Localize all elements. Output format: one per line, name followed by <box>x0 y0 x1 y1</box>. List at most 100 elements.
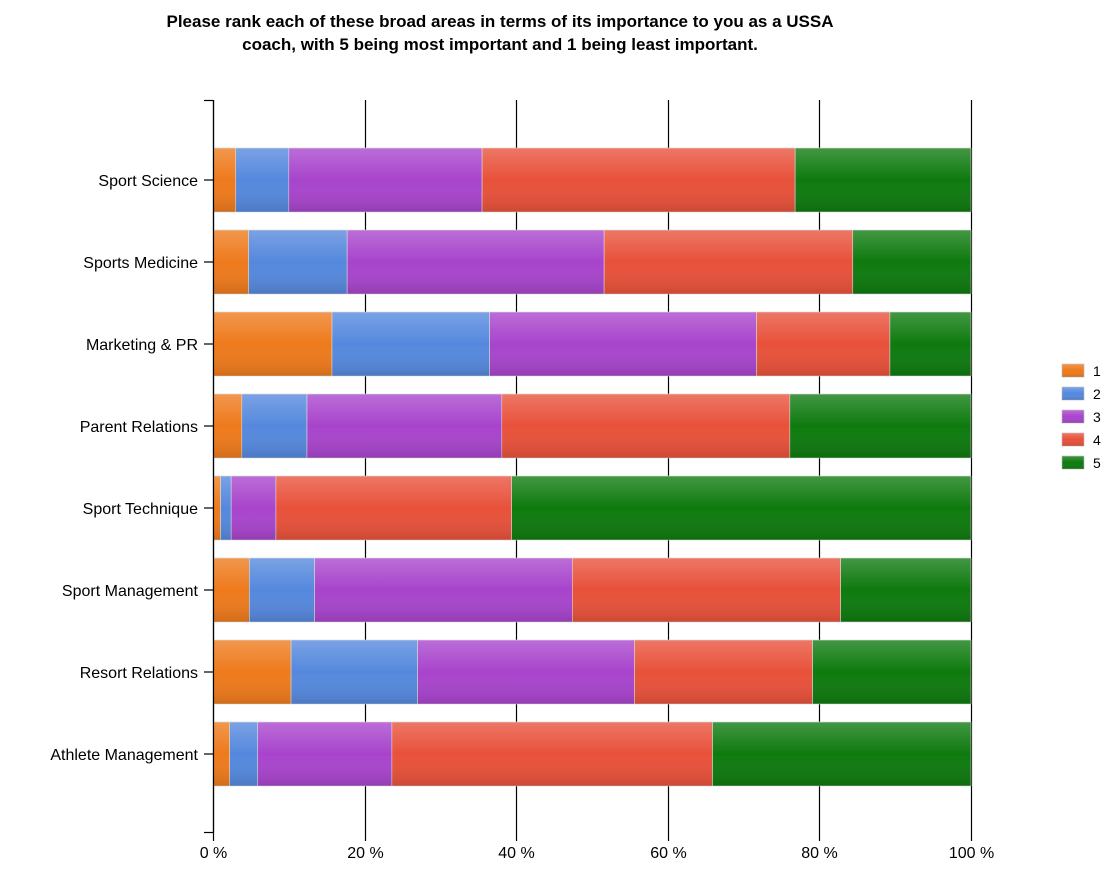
legend: 1 2 3 4 5 <box>1061 363 1101 471</box>
bar-segment-parent-relations-rank-5 <box>789 393 972 459</box>
bar-segment-shade <box>501 394 790 458</box>
bar-segment-shade <box>489 312 757 376</box>
bar-segment-sport-science-rank-3 <box>288 147 483 213</box>
legend-swatch-shade <box>1062 364 1084 377</box>
bar-segment-shade <box>213 640 292 704</box>
bar-segment-shade <box>572 558 841 622</box>
category-label: Resort Relations <box>80 665 198 682</box>
legend-label: 4 <box>1093 432 1101 448</box>
bar-segment-resort-relations-rank-4 <box>634 639 813 705</box>
legend-swatch-shade <box>1062 456 1084 469</box>
bar-segment-shade <box>789 394 971 458</box>
bar-segment-athlete-management-rank-3 <box>257 721 393 787</box>
bar-segment-shade <box>314 558 573 622</box>
legend-item-4: 4 <box>1061 432 1101 448</box>
bar-segment-marketing-and-pr-rank-2 <box>331 311 490 377</box>
category-label: Parent Relations <box>80 419 198 436</box>
bar-segment-sport-technique-rank-3 <box>230 475 277 541</box>
bar-segment-shade <box>482 148 796 212</box>
bar-segment-shade <box>288 148 483 212</box>
bar-segment-sport-technique-rank-4 <box>275 475 512 541</box>
bar-segment-shade <box>840 558 971 622</box>
bar-segment-resort-relations-rank-1 <box>212 639 292 705</box>
bar-segment-shade <box>235 148 289 212</box>
bar-segment-shade <box>291 640 418 704</box>
legend-item-2: 2 <box>1061 386 1101 402</box>
x-tick-label: 0 % <box>200 845 228 862</box>
chart-title-line-2: coach, with 5 being most important and 1… <box>242 35 758 54</box>
legend-swatch-shade <box>1062 433 1084 446</box>
bar-segment-shade <box>275 476 512 540</box>
bar-segment-sport-management-rank-1 <box>212 557 250 623</box>
bar-segment-shade <box>812 640 971 704</box>
x-tick-label: 80 % <box>801 845 837 862</box>
bar-segment-resort-relations-rank-5 <box>812 639 972 705</box>
legend-item-5: 5 <box>1061 455 1101 471</box>
bar-segment-shade <box>213 476 221 540</box>
bar-segment-shade <box>712 722 971 786</box>
bar-segment-parent-relations-rank-1 <box>212 393 243 459</box>
category-label: Athlete Management <box>50 747 198 764</box>
x-tick-label: 20 % <box>347 845 383 862</box>
x-tick-label: 60 % <box>650 845 686 862</box>
bar-segment-athlete-management-rank-5 <box>712 721 972 787</box>
x-tick-label: 100 % <box>949 845 994 862</box>
bar-segment-shade <box>257 722 392 786</box>
legend-label: 1 <box>1093 363 1101 379</box>
bar-segment-shade <box>213 230 249 294</box>
bar-segment-shade <box>213 394 242 458</box>
bar-segment-sports-medicine-rank-4 <box>603 229 854 295</box>
bar-segment-shade <box>213 722 230 786</box>
category-label: Marketing & PR <box>86 337 198 354</box>
legend-label: 5 <box>1093 455 1101 471</box>
bar-segment-marketing-and-pr-rank-3 <box>489 311 757 377</box>
chart-title: Please rank each of these broad areas in… <box>0 10 1000 56</box>
bar-segment-sport-management-rank-2 <box>249 557 315 623</box>
bar-segment-shade <box>756 312 890 376</box>
bar-segment-shade <box>511 476 971 540</box>
bar-segment-sport-management-rank-5 <box>840 557 972 623</box>
bar-segment-shade <box>347 230 605 294</box>
bar-segment-resort-relations-rank-2 <box>290 639 418 705</box>
bar-segment-parent-relations-rank-3 <box>306 393 503 459</box>
category-label: Sport Management <box>62 583 199 600</box>
bar-segment-shade <box>229 722 258 786</box>
bars <box>212 147 972 787</box>
bar-segment-athlete-management-rank-1 <box>212 721 230 787</box>
bar-segment-sport-management-rank-3 <box>314 557 573 623</box>
bar-segment-shade <box>634 640 813 704</box>
category-label: Sports Medicine <box>83 255 198 272</box>
bar-segment-sports-medicine-rank-5 <box>852 229 972 295</box>
bar-segment-shade <box>391 722 713 786</box>
bar-segment-shade <box>249 558 315 622</box>
bar-segment-shade <box>213 558 250 622</box>
category-label: Sport Science <box>98 173 198 190</box>
bar-segment-shade <box>220 476 232 540</box>
bar-segment-sports-medicine-rank-1 <box>212 229 249 295</box>
bar-segment-parent-relations-rank-4 <box>501 393 791 459</box>
legend-swatch-shade <box>1062 410 1084 423</box>
x-tick-label: 40 % <box>498 845 534 862</box>
bar-segment-shade <box>213 312 333 376</box>
bar-segment-marketing-and-pr-rank-5 <box>889 311 972 377</box>
bar-segment-athlete-management-rank-4 <box>391 721 713 787</box>
bar-segment-shade <box>604 230 853 294</box>
category-label: Sport Technique <box>83 501 198 518</box>
chart-title-line-1: Please rank each of these broad areas in… <box>166 12 834 31</box>
bar-segment-shade <box>248 230 348 294</box>
legend-swatch-shade <box>1062 387 1084 400</box>
bar-segment-shade <box>241 394 307 458</box>
bar-segment-sport-science-rank-4 <box>481 147 796 213</box>
legend-item-3: 3 <box>1061 409 1101 425</box>
bar-segment-sport-technique-rank-5 <box>511 475 972 541</box>
bar-segment-sport-science-rank-5 <box>794 147 972 213</box>
bar-segment-resort-relations-rank-3 <box>417 639 635 705</box>
bar-segment-shade <box>213 148 236 212</box>
bar-segment-shade <box>889 312 971 376</box>
legend-item-1: 1 <box>1061 363 1101 379</box>
bar-segment-sport-management-rank-4 <box>571 557 841 623</box>
bar-segment-athlete-management-rank-2 <box>229 721 259 787</box>
bar-segment-sports-medicine-rank-3 <box>346 229 605 295</box>
bar-segment-sports-medicine-rank-2 <box>248 229 348 295</box>
